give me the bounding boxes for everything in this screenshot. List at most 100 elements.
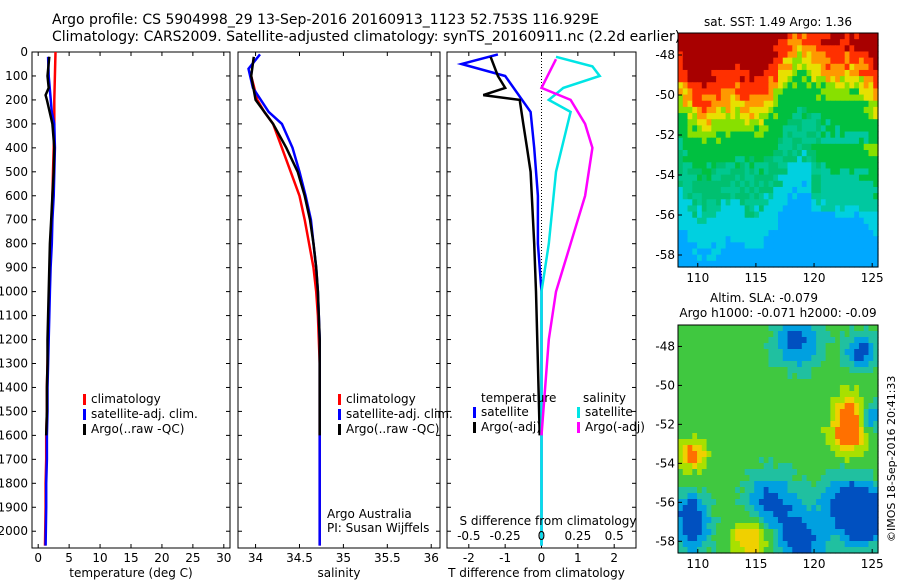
map-cell (763, 451, 770, 458)
map-cell (739, 457, 746, 464)
map-cell (697, 119, 703, 126)
map-cell (825, 88, 831, 96)
map-cell (868, 100, 874, 108)
map-cell (701, 260, 708, 268)
map-cell (839, 475, 846, 482)
map-cell (678, 69, 684, 77)
map-cell (816, 51, 822, 59)
map-cell (682, 106, 689, 114)
map-cell (758, 421, 765, 428)
map-cell (835, 63, 841, 71)
map-cell (849, 186, 855, 194)
map-cell (758, 162, 765, 170)
series-line-1 (247, 53, 321, 546)
map-cell (797, 45, 803, 53)
map-cell (830, 106, 836, 114)
map-cell (725, 119, 731, 126)
map-cell (835, 349, 841, 356)
map-cell (830, 505, 836, 512)
map-cell (782, 242, 789, 250)
map-cell (830, 162, 836, 170)
map-cell (706, 493, 712, 500)
map-cell (749, 242, 755, 250)
map-cell (868, 94, 874, 102)
map-cell (858, 33, 865, 40)
map-cell (830, 137, 836, 145)
map-cell (730, 230, 736, 237)
map-cell (854, 421, 860, 428)
map-cell (858, 174, 865, 182)
map-cell (716, 63, 722, 71)
map-cell (706, 260, 712, 268)
map-cell (725, 433, 731, 440)
map-cell (692, 186, 698, 194)
map-cell (849, 33, 855, 40)
map-cell (716, 205, 722, 213)
map-cell (801, 481, 808, 488)
map-cell (706, 547, 712, 554)
map-cell (678, 199, 684, 207)
map-cell (744, 82, 751, 90)
map-cell (849, 397, 855, 404)
map-cell (844, 463, 851, 470)
map-cell (806, 421, 812, 428)
map-cell (716, 113, 722, 120)
map-cell (820, 463, 827, 470)
map-cell (720, 535, 727, 542)
map-cell (711, 451, 717, 458)
map-cell (701, 523, 708, 530)
legend-header: temperature (481, 391, 556, 405)
map-cell (801, 427, 808, 434)
map-cell (701, 451, 708, 458)
map-cell (811, 379, 817, 386)
map-cell (811, 143, 817, 151)
map-cell (801, 211, 808, 219)
map-cell (697, 355, 703, 362)
map-cell (801, 39, 808, 46)
map-cell (825, 143, 831, 151)
map-cell (682, 45, 689, 53)
map-cell (863, 325, 870, 332)
map-cell (678, 230, 684, 237)
map-cell (811, 457, 817, 464)
map-cell (687, 94, 693, 102)
map-cell (697, 106, 703, 114)
map-cell (720, 463, 727, 470)
map-cell (849, 481, 855, 488)
map-cell (873, 433, 879, 440)
map-cell (849, 205, 855, 213)
map-cell (820, 409, 827, 416)
map-cell (678, 180, 684, 188)
map-cell (787, 205, 793, 213)
map-cell (706, 57, 712, 65)
map-cell (816, 199, 822, 207)
map-cell (778, 150, 784, 157)
map-cell (811, 57, 817, 65)
map-cell (844, 367, 851, 374)
map-cell (778, 499, 784, 506)
map-cell (873, 45, 879, 53)
map-cell (858, 88, 865, 96)
map-cell (697, 260, 703, 268)
map-cell (678, 168, 684, 176)
map-cell (858, 391, 865, 398)
map-cell (768, 82, 774, 90)
map-cell (773, 33, 779, 40)
map-cell (773, 217, 779, 225)
map-cell (792, 94, 798, 102)
map-cell (730, 242, 736, 250)
map-cell (858, 421, 865, 428)
map-y-tick-label: -52 (655, 128, 675, 142)
map-cell (763, 421, 770, 428)
map-cell (806, 475, 812, 482)
map-cell (716, 186, 722, 194)
map-cell (830, 451, 836, 458)
map-cell (778, 409, 784, 416)
map-cell (749, 131, 755, 139)
map-cell (744, 415, 751, 422)
map-cell (787, 415, 793, 422)
map-cell (811, 39, 817, 46)
map-cell (678, 433, 684, 440)
map-cell (806, 33, 812, 40)
map-cell (778, 505, 784, 512)
